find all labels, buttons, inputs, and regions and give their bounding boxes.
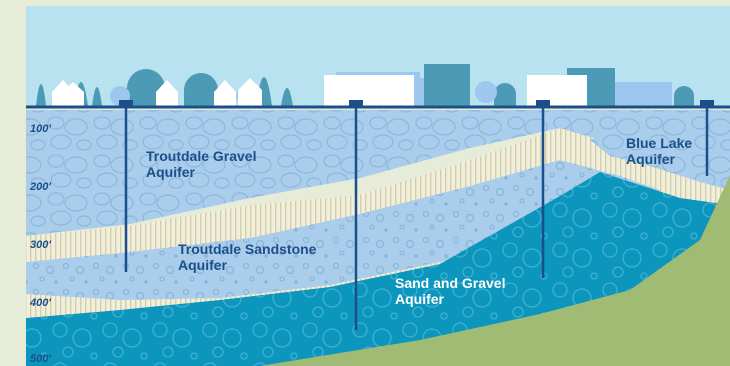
troutdale-sandstone-label-2: Aquifer [178, 257, 228, 273]
well-1 [119, 100, 133, 272]
well-4 [700, 100, 714, 176]
hillside [260, 175, 730, 366]
depth-400: 400' [29, 297, 51, 309]
depth-500: 500' [30, 353, 51, 365]
depth-100: 100' [30, 123, 51, 135]
well-3 [536, 100, 550, 278]
skyline [36, 64, 694, 107]
blue-lake-label-2: Aquifer [626, 151, 676, 167]
blue-lake-label-1: Blue Lake [626, 135, 692, 151]
troutdale-gravel-label-2: Aquifer [146, 164, 196, 180]
troutdale-gravel-layer [26, 110, 730, 236]
sand-gravel-label-1: Sand and Gravel [395, 275, 505, 291]
wells [119, 100, 714, 330]
well-2 [349, 100, 363, 330]
troutdale-sandstone-layer [26, 160, 660, 300]
troutdale-gravel-label-1: Troutdale Gravel [146, 148, 256, 164]
depth-200: 200' [29, 181, 51, 193]
depth-scale: 100' 200' 300' 400' 500' [29, 123, 51, 365]
troutdale-sandstone-label-1: Troutdale Sandstone [178, 241, 317, 257]
depth-300: 300' [30, 239, 51, 251]
sand-gravel-label-2: Aquifer [395, 291, 445, 307]
houses [52, 75, 587, 106]
blue-lake-layer [590, 126, 730, 190]
aquifer-labels: Troutdale Gravel Aquifer Troutdale Sands… [146, 135, 692, 307]
